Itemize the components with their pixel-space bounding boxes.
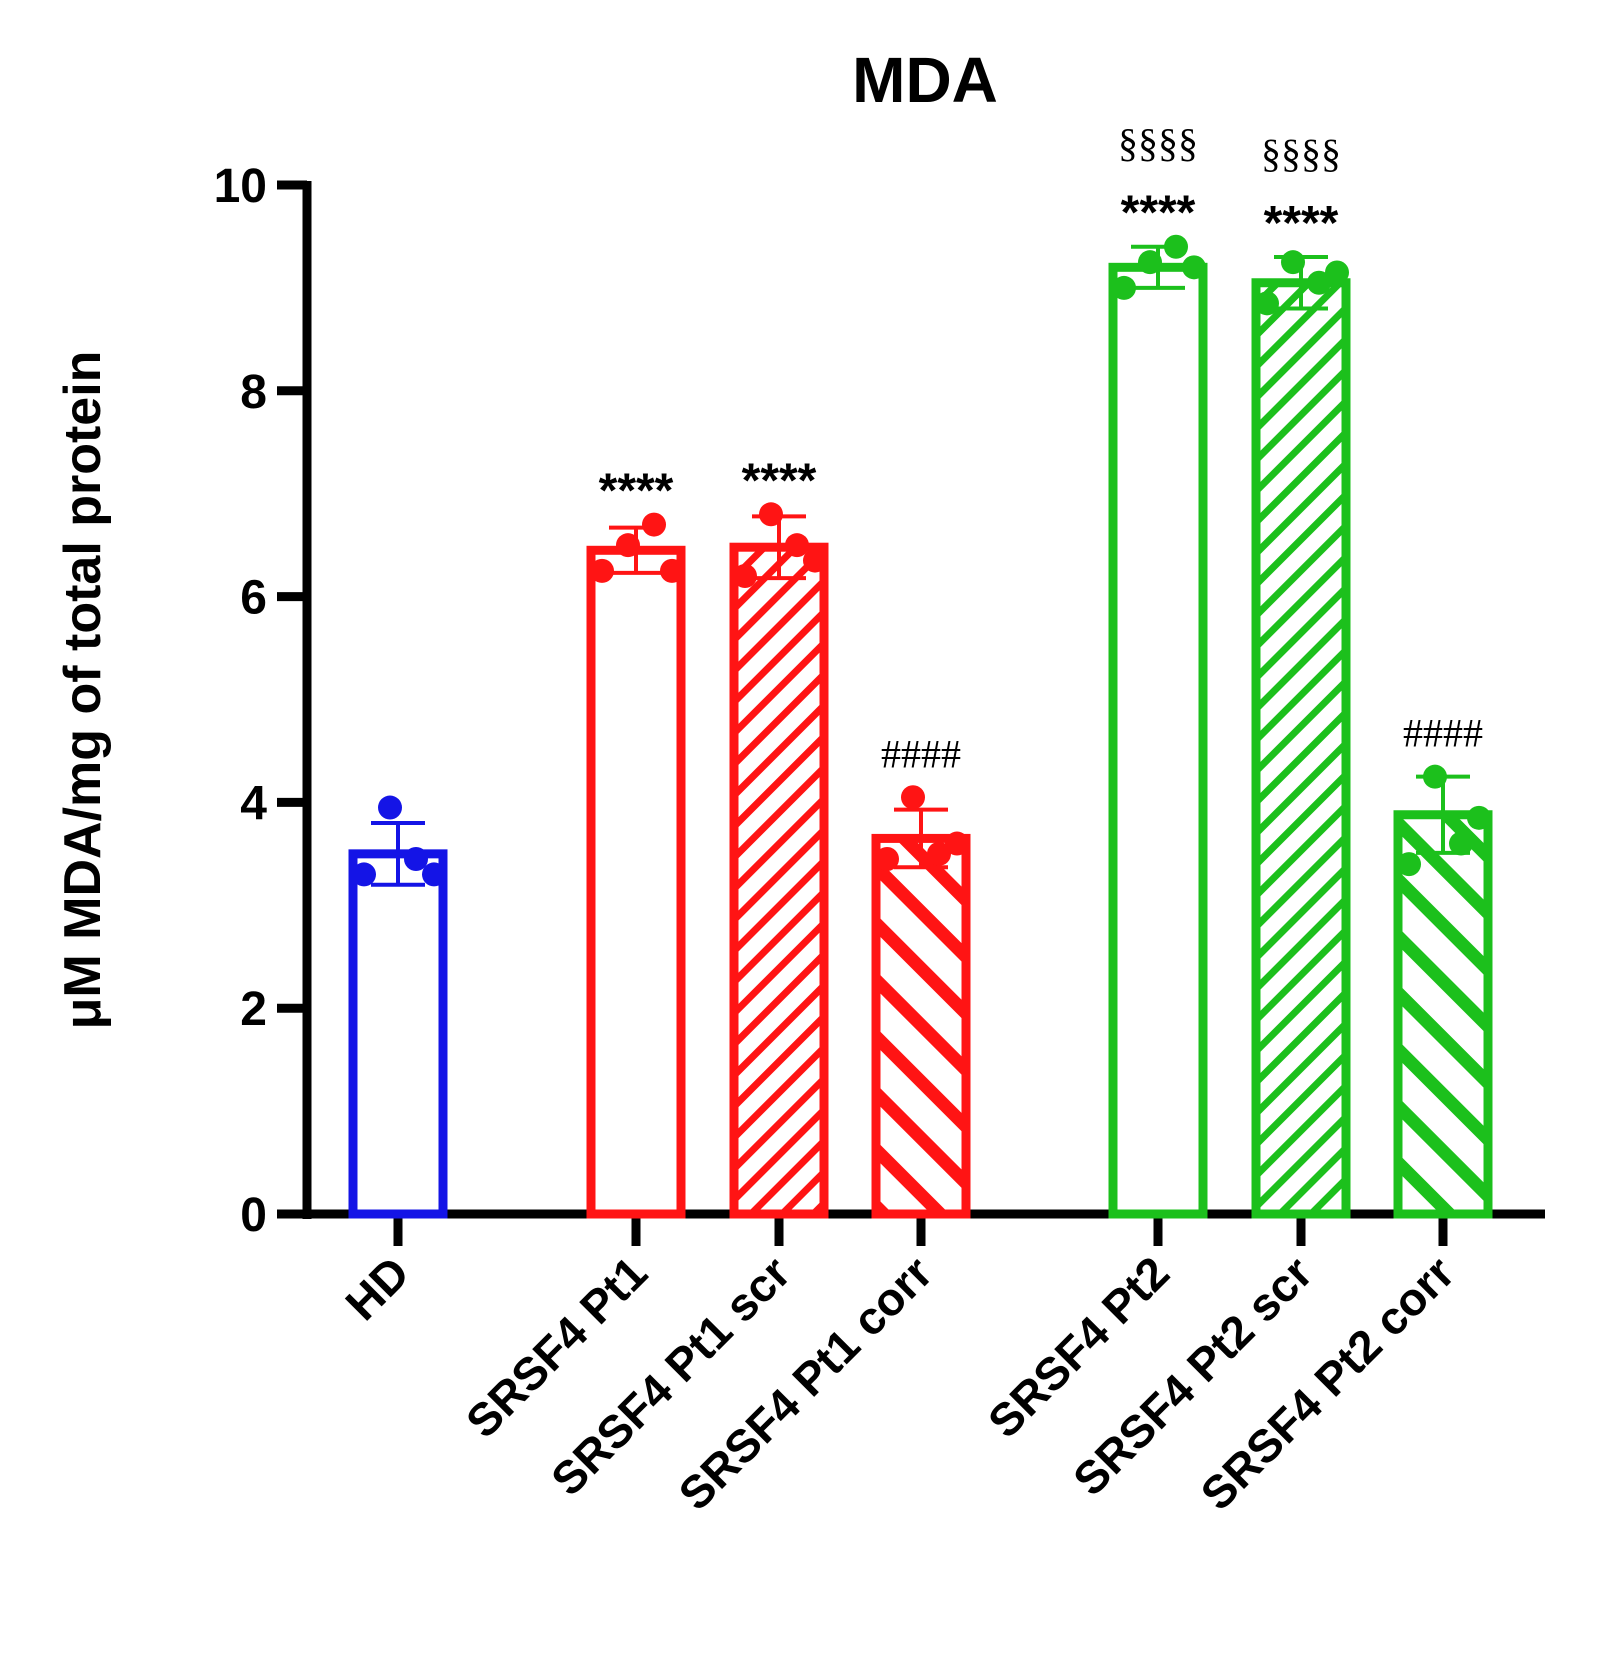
bar-srsf4-pt2 <box>1108 262 1208 1219</box>
y-tick-label-8: 8 <box>240 366 267 419</box>
point-srsf4-pt2-scr-2 <box>1281 250 1305 275</box>
point-srsf4-pt1-corr-1 <box>875 846 899 871</box>
point-hd-1 <box>352 862 376 887</box>
point-srsf4-pt2-corr-2 <box>1423 764 1447 789</box>
annotation-srsf4-pt1-corr-1: #### <box>881 731 961 776</box>
annotation-srsf4-pt2-corr-1: #### <box>1403 711 1483 756</box>
annotation-srsf4-pt2-2: **** <box>1121 187 1196 240</box>
point-srsf4-pt1-corr-4 <box>945 831 969 856</box>
bar-srsf4-pt1 <box>586 545 686 1219</box>
data-points <box>352 234 1491 887</box>
point-srsf4-pt1-3 <box>642 512 666 537</box>
x-tick-label-srsf4-pt1-scr: SRSF4 Pt1 scr <box>541 1246 800 1505</box>
x-tick-label-srsf4-pt2-scr: SRSF4 Pt2 scr <box>1063 1246 1322 1505</box>
chart-title: MDA <box>852 44 998 116</box>
y-tick-label-0: 0 <box>240 1189 267 1242</box>
point-srsf4-pt2-scr-3 <box>1307 270 1331 295</box>
point-srsf4-pt1-scr-3 <box>785 533 809 558</box>
bar-srsf4-pt1-scr <box>729 542 829 1219</box>
bar-srsf4-pt2-scr <box>1251 278 1351 1219</box>
point-srsf4-pt1-corr-2 <box>901 785 925 810</box>
significance-annotations: **** **** #### **** §§§§ **** §§§§ #### <box>599 121 1483 777</box>
point-srsf4-pt2-4 <box>1182 255 1206 280</box>
point-srsf4-pt2-corr-4 <box>1467 805 1491 830</box>
point-srsf4-pt2-scr-4 <box>1325 260 1349 285</box>
point-srsf4-pt2-2 <box>1138 250 1162 275</box>
point-srsf4-pt2-1 <box>1112 275 1136 300</box>
x-tick-label-srsf4-pt1-corr: SRSF4 Pt1 corr <box>668 1246 942 1520</box>
y-tick-label-6: 6 <box>240 572 267 625</box>
point-srsf4-pt2-scr-1 <box>1255 291 1279 316</box>
point-srsf4-pt2-corr-3 <box>1449 831 1473 856</box>
annotation-srsf4-pt1-scr-1: **** <box>742 454 817 507</box>
y-axis-label: μM MDA/mg of total protein <box>54 351 112 1030</box>
y-tick-label-4: 4 <box>240 777 267 830</box>
x-tick-label-srsf4-pt2-corr: SRSF4 Pt2 corr <box>1190 1246 1464 1520</box>
point-hd-2 <box>378 795 402 820</box>
point-srsf4-pt1-2 <box>616 533 640 558</box>
point-srsf4-pt1-scr-2 <box>759 502 783 527</box>
point-srsf4-pt1-4 <box>660 558 684 583</box>
point-srsf4-pt1-corr-3 <box>927 841 951 866</box>
annotation-srsf4-pt2-scr-2: **** <box>1264 197 1339 250</box>
bar-hd <box>348 849 448 1219</box>
point-srsf4-pt1-scr-4 <box>803 548 827 573</box>
annotation-srsf4-pt2-scr-1: §§§§ <box>1261 131 1341 176</box>
point-srsf4-pt2-corr-1 <box>1397 852 1421 877</box>
bar-srsf4-pt1-corr <box>871 833 971 1219</box>
point-srsf4-pt1-scr-1 <box>733 564 757 589</box>
y-axis: 0 2 4 6 8 10 <box>214 160 312 1242</box>
point-srsf4-pt1-1 <box>590 558 614 583</box>
annotation-srsf4-pt2-1: §§§§ <box>1118 121 1198 166</box>
annotation-srsf4-pt1-1: **** <box>599 465 674 518</box>
point-srsf4-pt2-3 <box>1164 234 1188 259</box>
bars <box>348 244 1493 1219</box>
x-tick-label-hd: HD <box>335 1246 419 1330</box>
point-hd-4 <box>422 862 446 887</box>
point-hd-3 <box>404 846 428 871</box>
y-tick-label-2: 2 <box>240 983 267 1036</box>
y-tick-label-10: 10 <box>214 160 267 213</box>
